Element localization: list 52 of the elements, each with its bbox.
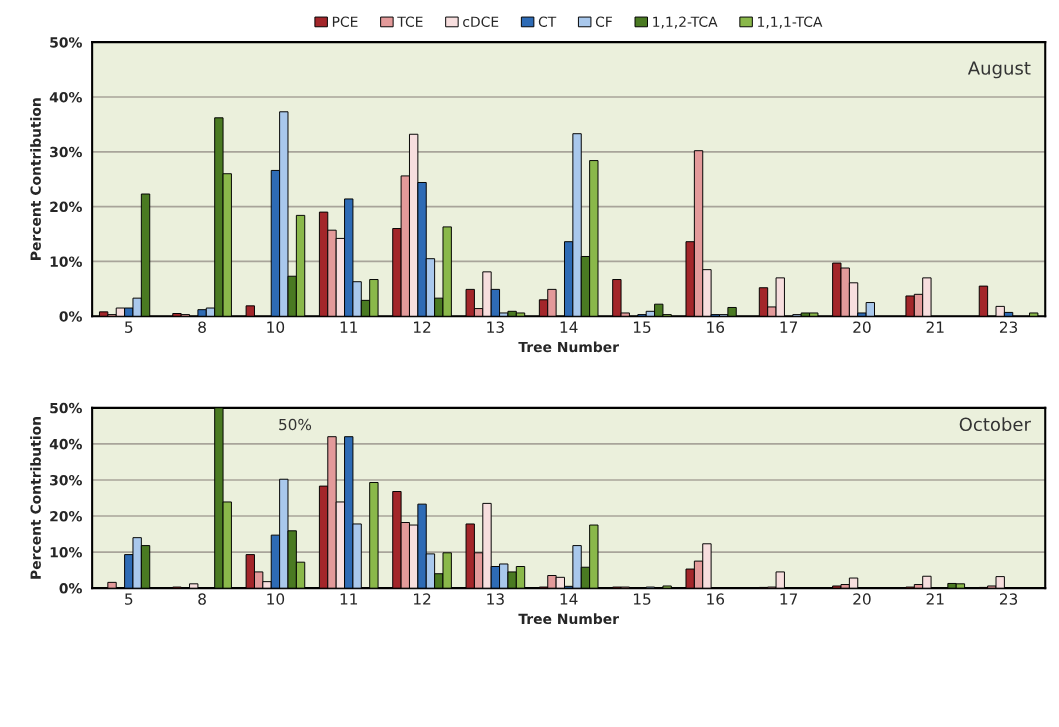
x-tick-label: 15 <box>633 593 651 605</box>
x-axis-title: Tree Number <box>518 341 619 353</box>
legend-label: CF <box>595 16 612 27</box>
x-tick-label: 17 <box>780 321 798 333</box>
x-tick-label: 13 <box>487 321 504 333</box>
x-tick-label: 11 <box>340 321 358 333</box>
annotation: August <box>967 61 1031 79</box>
x-tick-label: 8 <box>198 593 206 605</box>
y-axis-title: Percent Contribution <box>30 417 41 579</box>
x-tick-label: 20 <box>853 321 871 333</box>
x-tick-label: 14 <box>560 593 578 605</box>
x-tick-label: 10 <box>267 321 285 333</box>
x-tick-label: 12 <box>414 321 431 333</box>
x-tick-label: 23 <box>999 321 1018 333</box>
y-tick-label: 40% <box>49 438 82 450</box>
x-tick-label: 21 <box>926 321 944 333</box>
legend-label: 1,1,2-TCA <box>653 16 718 29</box>
x-tick-label: 5 <box>125 593 133 605</box>
x-tick-label: 13 <box>487 593 504 605</box>
x-tick-label: 23 <box>999 593 1018 605</box>
x-tick-label: 12 <box>414 593 431 605</box>
y-tick-label: 10% <box>50 256 82 267</box>
x-tick-label: 17 <box>780 593 798 605</box>
x-tick-label: 10 <box>267 593 285 605</box>
y-tick-label: 20% <box>50 201 82 213</box>
legend-label: PCE <box>332 16 358 27</box>
x-tick-label: 21 <box>926 593 944 605</box>
x-tick-label: 16 <box>707 593 725 605</box>
y-axis-title: Percent Contribution <box>30 98 41 260</box>
x-tick-label: 11 <box>340 593 358 605</box>
y-tick-label: 50% <box>50 37 82 48</box>
x-tick-label: 15 <box>633 321 651 333</box>
x-tick-label: 5 <box>125 321 133 333</box>
x-tick-label: 8 <box>198 321 206 333</box>
y-tick-label: 0% <box>59 583 82 594</box>
legend-label: cDCE <box>463 16 499 27</box>
legend-label: CT <box>538 16 557 27</box>
y-tick-label: 0% <box>59 311 82 322</box>
y-tick-label: 40% <box>49 91 82 103</box>
x-axis-title: Tree Number <box>518 613 619 625</box>
legend-label: 1,1,1-TCA <box>758 16 823 29</box>
y-tick-label: 30% <box>50 146 82 158</box>
annotation: 50% <box>279 418 312 431</box>
x-tick-label: 20 <box>853 593 871 605</box>
x-tick-label: 14 <box>560 321 578 333</box>
y-tick-label: 10% <box>50 547 82 558</box>
x-tick-label: 16 <box>707 321 725 333</box>
legend-label: TCE <box>397 16 423 27</box>
y-tick-label: 30% <box>50 474 82 486</box>
y-tick-label: 20% <box>50 510 82 522</box>
annotation: October <box>959 417 1031 432</box>
y-tick-label: 50% <box>50 402 82 414</box>
